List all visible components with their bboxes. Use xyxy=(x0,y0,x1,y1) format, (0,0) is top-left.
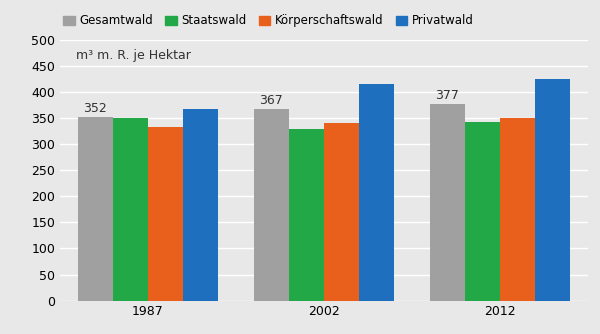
Text: 377: 377 xyxy=(435,89,459,102)
Bar xyxy=(113,118,148,301)
Bar xyxy=(359,85,394,301)
Bar xyxy=(254,109,289,301)
Text: 352: 352 xyxy=(83,102,107,115)
Text: 367: 367 xyxy=(259,94,283,107)
Bar xyxy=(183,109,218,301)
Bar xyxy=(148,127,183,301)
Bar xyxy=(289,129,324,301)
Text: m³ m. R. je Hektar: m³ m. R. je Hektar xyxy=(76,49,191,62)
Bar xyxy=(465,122,500,301)
Bar xyxy=(535,79,571,301)
Bar xyxy=(430,104,465,301)
Bar xyxy=(324,124,359,301)
Bar xyxy=(77,117,113,301)
Bar xyxy=(500,118,535,301)
Legend: Gesamtwald, Staatswald, Körperschaftswald, Privatwald: Gesamtwald, Staatswald, Körperschaftswal… xyxy=(61,12,476,30)
